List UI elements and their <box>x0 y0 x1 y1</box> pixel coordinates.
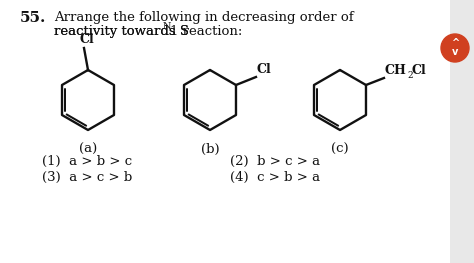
Text: (a): (a) <box>79 143 97 156</box>
Text: 2: 2 <box>407 71 412 80</box>
Text: reactivity towards S: reactivity towards S <box>54 25 189 38</box>
Text: reactivity towards S: reactivity towards S <box>54 25 189 38</box>
Text: Cl: Cl <box>257 63 272 76</box>
Text: (2)  b > c > a: (2) b > c > a <box>230 155 320 168</box>
Text: ^: ^ <box>451 38 459 48</box>
Text: CH: CH <box>385 64 407 77</box>
Text: (4)  c > b > a: (4) c > b > a <box>230 171 320 184</box>
Text: (1)  a > b > c: (1) a > b > c <box>42 155 132 168</box>
Text: N: N <box>163 22 172 31</box>
Text: Cl: Cl <box>80 33 95 46</box>
Text: (c): (c) <box>331 143 349 156</box>
Text: (b): (b) <box>201 143 219 156</box>
Text: 55.: 55. <box>20 11 46 25</box>
Circle shape <box>441 34 469 62</box>
Text: v: v <box>452 47 458 57</box>
Text: (3)  a > c > b: (3) a > c > b <box>42 171 132 184</box>
Text: 1 reaction:: 1 reaction: <box>170 25 242 38</box>
Text: Cl: Cl <box>412 64 427 77</box>
Text: Arrange the following in decreasing order of: Arrange the following in decreasing orde… <box>54 11 354 24</box>
